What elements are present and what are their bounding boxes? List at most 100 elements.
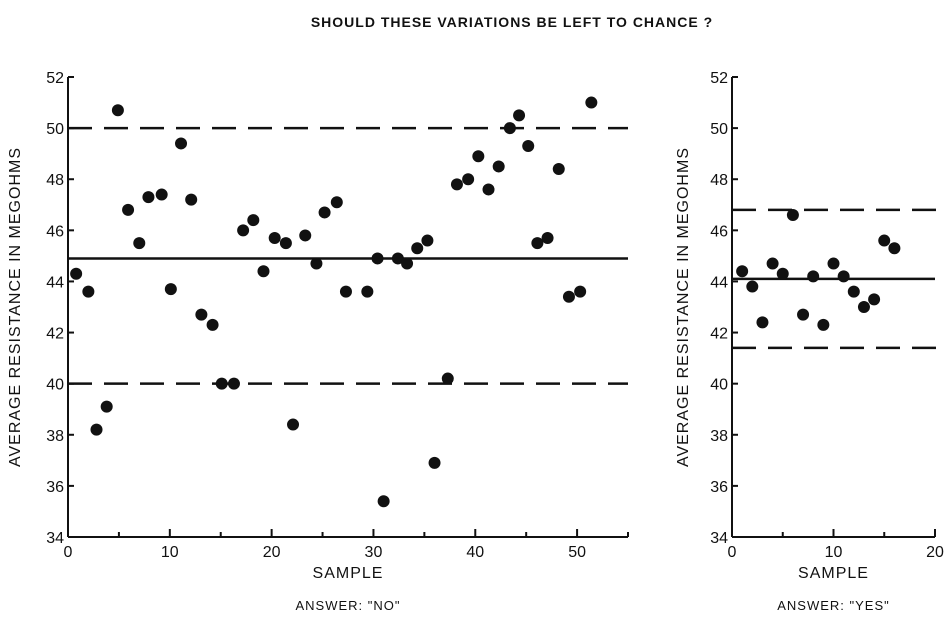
data-point	[155, 188, 168, 201]
x-tick-label: 50	[568, 544, 586, 561]
data-point	[786, 209, 799, 221]
data-point	[401, 257, 414, 270]
data-point	[330, 196, 343, 209]
data-point	[797, 308, 810, 321]
data-point	[195, 308, 208, 321]
data-point	[215, 377, 228, 390]
answer-caption: ANSWER: "YES"	[777, 598, 890, 613]
data-point	[268, 232, 281, 244]
data-point	[513, 109, 526, 122]
data-point	[206, 318, 219, 331]
data-point	[847, 285, 860, 298]
data-point	[756, 316, 769, 329]
x-tick-label: 20	[263, 544, 281, 561]
data-point	[827, 257, 840, 270]
data-point	[441, 372, 454, 385]
data-point	[164, 283, 177, 296]
data-point	[391, 252, 404, 265]
data-point	[122, 203, 135, 216]
data-point	[299, 229, 312, 242]
y-tick-label: 46	[46, 223, 64, 240]
y-tick-label: 36	[710, 479, 728, 496]
data-point	[450, 178, 463, 191]
data-point	[857, 301, 870, 313]
data-point	[361, 285, 374, 298]
data-point	[318, 206, 331, 219]
y-tick-label: 34	[46, 530, 64, 547]
answer-caption: ANSWER: "NO"	[295, 598, 400, 613]
data-point	[574, 285, 587, 298]
data-point	[541, 232, 554, 244]
x-axis-label: SAMPLE	[313, 565, 384, 582]
y-tick-label: 42	[710, 326, 728, 343]
data-point	[371, 252, 384, 265]
y-tick-label: 50	[710, 121, 728, 138]
data-point	[428, 456, 441, 469]
data-point	[175, 137, 188, 150]
data-point	[462, 173, 475, 186]
figure-title: SHOULD THESE VARIATIONS BE LEFT TO CHANC…	[311, 14, 713, 30]
y-tick-label: 44	[710, 274, 728, 291]
data-point	[482, 183, 495, 196]
chart-left-answer-no: 34 36 38 40 42 44 46 48 50 52 0 10 20 30 40 50 SAMPLE AVE…	[7, 70, 629, 613]
data-point	[531, 237, 544, 250]
data-point	[746, 280, 759, 293]
data-point	[472, 150, 485, 163]
y-tick-label: 40	[710, 377, 728, 394]
data-point	[237, 224, 250, 237]
data-point	[776, 267, 789, 280]
x-axis-label: SAMPLE	[798, 565, 869, 582]
data-point	[70, 267, 83, 280]
data-point	[552, 163, 565, 175]
data-point	[257, 265, 270, 278]
y-tick-label: 38	[710, 428, 728, 445]
data-point	[736, 265, 749, 278]
data-point	[185, 193, 198, 206]
x-tick-label: 30	[365, 544, 383, 561]
x-tick-label: 0	[728, 544, 737, 561]
data-point	[411, 242, 424, 255]
data-point	[90, 423, 103, 436]
x-tick-label: 0	[64, 544, 73, 561]
y-axis-label: AVERAGE RESISTANCE IN MEGOHMS	[675, 147, 692, 467]
x-tick-label: 10	[825, 544, 843, 561]
y-tick-label: 44	[46, 274, 64, 291]
data-point	[492, 160, 505, 173]
data-point	[287, 418, 300, 431]
data-point	[503, 122, 516, 135]
data-point	[421, 234, 434, 247]
data-point	[868, 293, 881, 306]
x-tick-label: 10	[161, 544, 179, 561]
data-point	[247, 214, 260, 227]
data-point	[766, 257, 779, 270]
data-point	[807, 270, 820, 283]
data-point	[133, 237, 146, 250]
data-point	[310, 257, 323, 270]
y-tick-label: 38	[46, 428, 64, 445]
data-point	[837, 270, 850, 283]
y-tick-label: 52	[46, 70, 64, 87]
data-point	[585, 96, 598, 109]
y-tick-label: 46	[710, 223, 728, 240]
data-point	[82, 285, 95, 298]
data-point	[377, 495, 390, 508]
data-point	[111, 104, 124, 117]
chart-right-answer-yes: 34 36 38 40 42 44 46 48 50 52 0 10 20 SAMPLE AVERAGE R…	[675, 70, 944, 613]
y-tick-label: 40	[46, 377, 64, 394]
data-point	[227, 377, 240, 390]
x-tick-label: 40	[466, 544, 484, 561]
data-point	[888, 242, 901, 255]
data-point	[339, 285, 352, 298]
y-tick-label: 36	[46, 479, 64, 496]
data-point	[142, 191, 155, 204]
y-tick-label: 52	[710, 70, 728, 87]
data-point	[279, 237, 292, 250]
data-point	[878, 234, 891, 247]
data-point	[562, 290, 575, 303]
y-tick-label: 48	[46, 172, 64, 189]
x-tick-label: 20	[926, 544, 944, 561]
data-point	[522, 140, 535, 152]
y-axis-label: AVERAGE RESISTANCE IN MEGOHMS	[7, 147, 24, 467]
y-tick-label: 50	[46, 121, 64, 138]
